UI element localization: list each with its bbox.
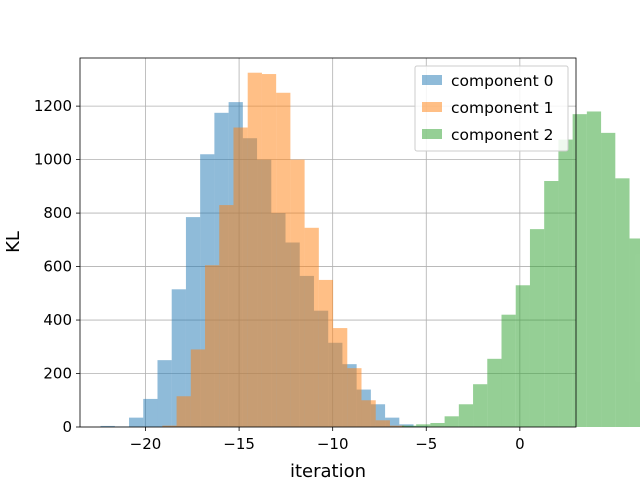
histogram-bar <box>333 328 348 427</box>
histogram-bar <box>233 127 248 428</box>
histogram-bar <box>318 279 334 427</box>
histogram-bar <box>176 396 191 427</box>
y-tick-label: 600 <box>43 258 72 276</box>
histogram-bar <box>430 422 445 427</box>
y-axis-ticks: 0 200 400 600 800 1000 1200 <box>34 97 80 436</box>
histogram-bar <box>219 205 234 427</box>
legend-swatch <box>422 75 442 85</box>
y-axis-label: KL <box>3 231 24 253</box>
legend-swatch <box>422 102 442 112</box>
legend: component 0 component 1 component 2 <box>414 65 569 152</box>
histogram-bar <box>205 265 220 427</box>
legend-label: component 2 <box>451 126 553 144</box>
histogram-bar <box>416 424 431 427</box>
histogram-bar <box>529 229 545 427</box>
histogram-bar <box>171 289 186 427</box>
legend-label: component 1 <box>451 99 553 117</box>
histogram-bar <box>515 285 530 427</box>
y-tick-label: 800 <box>43 204 72 222</box>
y-tick-label: 1200 <box>34 97 72 115</box>
histogram-bar <box>162 425 177 427</box>
histogram-bar <box>389 425 405 427</box>
histogram-bar <box>615 178 630 427</box>
histogram-bar <box>458 404 474 427</box>
histogram-bars <box>100 72 640 428</box>
histogram-bar <box>100 425 115 427</box>
x-axis-label: iteration <box>290 461 366 480</box>
histogram-bar <box>261 74 277 427</box>
histogram-bar <box>304 227 319 427</box>
histogram-bar <box>143 398 158 427</box>
y-tick-label: 1000 <box>34 151 72 169</box>
plot-area-frame <box>79 57 577 428</box>
histogram-bar <box>276 92 291 428</box>
histogram-bar <box>572 114 587 428</box>
histogram-bar <box>473 384 488 427</box>
x-tick-label: −20 <box>130 435 162 453</box>
y-tick-label: 0 <box>62 418 72 436</box>
histogram-bar <box>129 417 144 427</box>
histogram-bar <box>385 417 400 427</box>
x-tick-label: −10 <box>317 435 349 453</box>
series-1-bars <box>162 72 405 428</box>
legend-label: component 0 <box>451 72 553 90</box>
legend-box <box>414 65 569 152</box>
histogram-bar <box>375 420 390 427</box>
histogram-bar <box>558 139 573 427</box>
histogram-bar <box>444 416 459 427</box>
x-tick-label: 0 <box>515 435 525 453</box>
histogram-bar <box>361 400 376 427</box>
histogram-bar <box>501 314 516 427</box>
histogram-bar <box>586 111 602 427</box>
series-2-bars <box>401 111 640 428</box>
histogram-bar <box>157 360 172 427</box>
legend-swatch <box>422 129 442 139</box>
histogram-bar <box>290 159 305 427</box>
histogram-bar <box>401 425 417 427</box>
histogram-bar <box>487 358 502 427</box>
histogram-bar <box>629 238 640 427</box>
histogram-bar <box>544 181 559 427</box>
histogram-bar <box>347 368 362 427</box>
y-tick-label: 400 <box>43 311 72 329</box>
histogram-bar <box>399 424 414 427</box>
histogram-bar <box>247 72 262 428</box>
histogram-bar <box>601 132 616 427</box>
x-tick-label: −5 <box>415 435 437 453</box>
histogram-bar <box>190 349 206 427</box>
x-axis-ticks: −20 −15 −10 −5 0 <box>130 427 525 453</box>
y-tick-label: 200 <box>43 365 72 383</box>
x-tick-label: −15 <box>223 435 255 453</box>
